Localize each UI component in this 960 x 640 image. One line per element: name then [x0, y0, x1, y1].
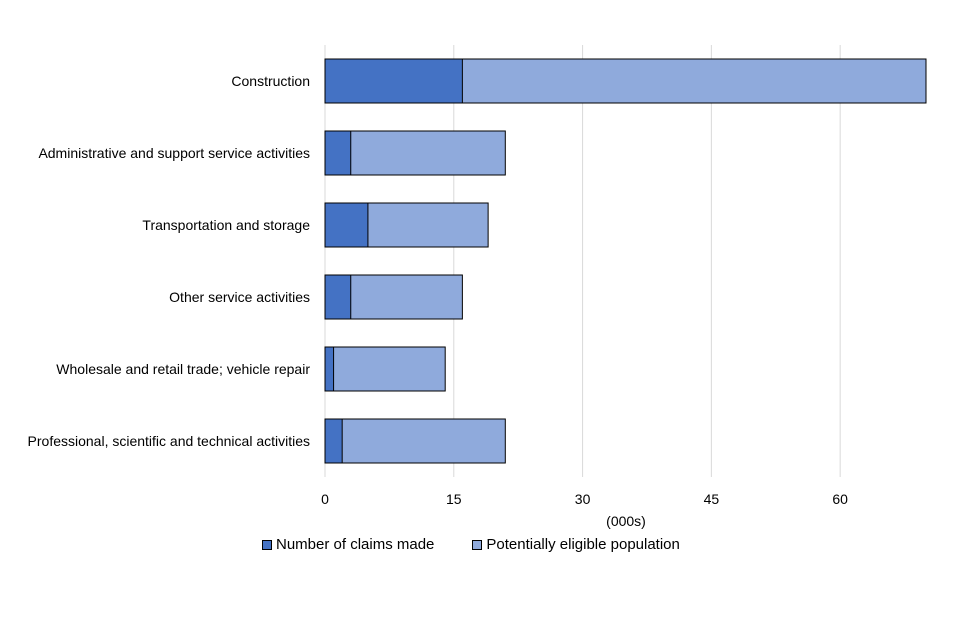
x-tick-label: 30	[575, 491, 591, 507]
legend: Number of claims made Potentially eligib…	[262, 536, 680, 553]
legend-label-claims: Number of claims made	[276, 536, 435, 553]
category-label: Professional, scientific and technical a…	[28, 433, 310, 449]
bar-eligible-4	[324, 346, 446, 392]
category-label: Transportation and storage	[142, 217, 310, 233]
bar-claims-0	[324, 58, 463, 104]
legend-item-claims: Number of claims made	[262, 536, 434, 553]
x-tick-label: 60	[832, 491, 848, 507]
legend-swatch-eligible	[472, 539, 483, 550]
gridlines	[324, 45, 841, 477]
legend-item-eligible: Potentially eligible population	[472, 536, 680, 553]
x-tick-label: 45	[704, 491, 720, 507]
x-axis-unit: (000s)	[606, 513, 646, 529]
x-tick-labels: 0 15 30 45 60	[321, 491, 848, 507]
x-tick-label: 15	[446, 491, 462, 507]
category-label: Administrative and support service activ…	[38, 145, 310, 161]
bar-claims-3	[324, 274, 352, 320]
bar-claims-2	[324, 202, 369, 248]
bars	[324, 58, 927, 464]
bar-claims-4	[324, 346, 335, 392]
category-labels: Construction Administrative and support s…	[28, 73, 311, 449]
category-label: Construction	[231, 73, 310, 89]
legend-swatch-claims	[262, 539, 272, 550]
bar-claims-1	[324, 130, 352, 176]
bar-eligible-5	[324, 418, 506, 464]
x-tick-label: 0	[321, 491, 329, 507]
category-label: Other service activities	[169, 289, 310, 305]
category-label: Wholesale and retail trade; vehicle repa…	[56, 361, 310, 377]
bar-claims-5	[324, 418, 343, 464]
bar-eligible-1	[324, 130, 506, 176]
legend-label-eligible: Potentially eligible population	[486, 536, 680, 553]
